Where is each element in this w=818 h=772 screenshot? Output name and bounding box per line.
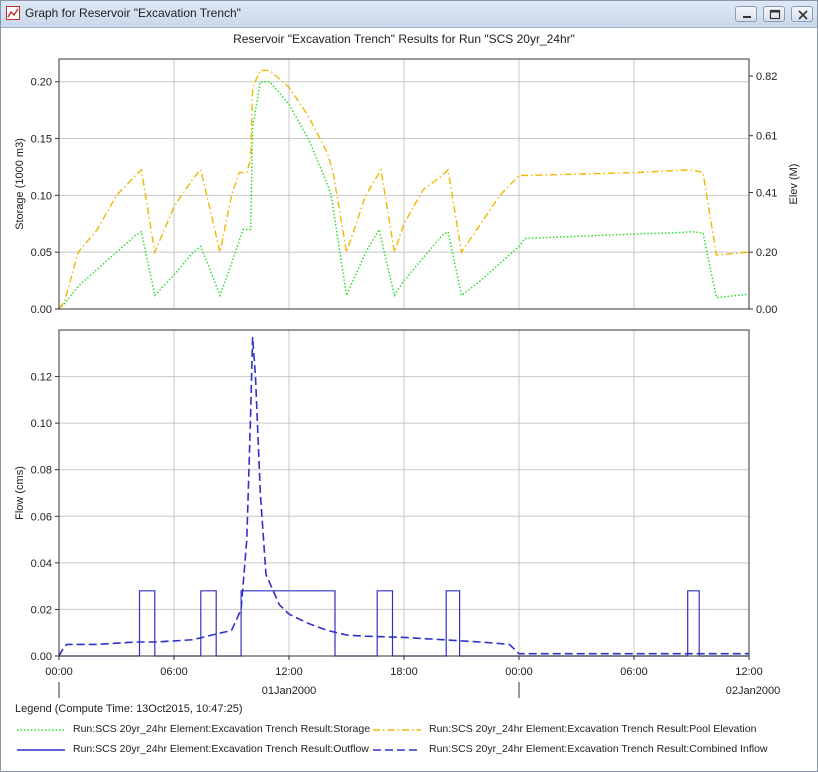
- series-pool-elevation: [58, 69, 750, 310]
- y-tick-label-left: 0.00: [31, 304, 52, 316]
- x-tick-label: 12:00: [735, 666, 763, 678]
- y-tick-label-flow: 0.00: [31, 651, 52, 663]
- x-tick-label: 06:00: [620, 666, 648, 678]
- reservoir-chart: Reservoir "Excavation Trench" Results fo…: [14, 32, 800, 698]
- y-tick-label-flow: 0.08: [31, 465, 52, 477]
- minimize-button[interactable]: [735, 6, 757, 22]
- close-button[interactable]: [791, 6, 813, 22]
- title-bar[interactable]: Graph for Reservoir "Excavation Trench": [1, 1, 817, 28]
- y-axis-label-storage: Storage (1000 m3): [14, 138, 26, 230]
- chart-title: Reservoir "Excavation Trench" Results fo…: [233, 32, 575, 46]
- maximize-icon: [769, 9, 781, 20]
- legend-label-combined-inflow: Run:SCS 20yr_24hr Element:Excavation Tre…: [429, 743, 768, 755]
- y-tick-label-left: 0.05: [31, 247, 52, 259]
- legend: Legend (Compute Time: 13Oct2015, 10:47:2…: [1, 701, 817, 771]
- y-tick-label-right: 0.20: [756, 247, 777, 259]
- close-icon: [798, 10, 808, 20]
- x-tick-label: 18:00: [390, 666, 418, 678]
- legend-label-storage: Run:SCS 20yr_24hr Element:Excavation Tre…: [73, 723, 371, 735]
- y-tick-label-flow: 0.04: [31, 558, 52, 570]
- legend-caption: Legend (Compute Time: 13Oct2015, 10:47:2…: [15, 703, 243, 715]
- y-tick-label-right: 0.41: [756, 188, 777, 200]
- x-tick-label: 00:00: [505, 666, 533, 678]
- maximize-button[interactable]: [763, 6, 785, 22]
- chart-window-icon: [6, 6, 20, 20]
- y-tick-label-flow: 0.12: [31, 372, 52, 384]
- window-title: Graph for Reservoir "Excavation Trench": [25, 6, 241, 20]
- x-tick-label: 06:00: [160, 666, 188, 678]
- y-tick-label-right: 0.61: [756, 131, 777, 143]
- x-date-label: 01Jan2000: [262, 685, 316, 697]
- y-tick-label-left: 0.15: [31, 134, 52, 146]
- y-tick-label-right: 0.00: [756, 304, 777, 316]
- y-axis-label-elev: Elev (M): [788, 164, 800, 205]
- y-tick-label-left: 0.10: [31, 190, 52, 202]
- x-tick-label: 00:00: [45, 666, 73, 678]
- plot-frame-1: [58, 58, 750, 310]
- y-axis-label-flow: Flow (cms): [14, 466, 26, 520]
- x-date-label: 02Jan2000: [726, 685, 780, 697]
- y-tick-label-flow: 0.02: [31, 604, 52, 616]
- x-tick-label: 12:00: [275, 666, 303, 678]
- y-tick-label-left: 0.20: [31, 77, 52, 89]
- legend-label-outflow: Run:SCS 20yr_24hr Element:Excavation Tre…: [73, 743, 369, 755]
- y-tick-label-flow: 0.06: [31, 511, 52, 523]
- minimize-icon: [743, 16, 751, 18]
- legend-label-pool-elevation: Run:SCS 20yr_24hr Element:Excavation Tre…: [429, 723, 757, 735]
- y-tick-label-flow: 0.10: [31, 418, 52, 430]
- y-tick-label-right: 0.82: [756, 71, 777, 83]
- series-combined-inflow: [58, 336, 749, 657]
- series-storage: [58, 81, 750, 310]
